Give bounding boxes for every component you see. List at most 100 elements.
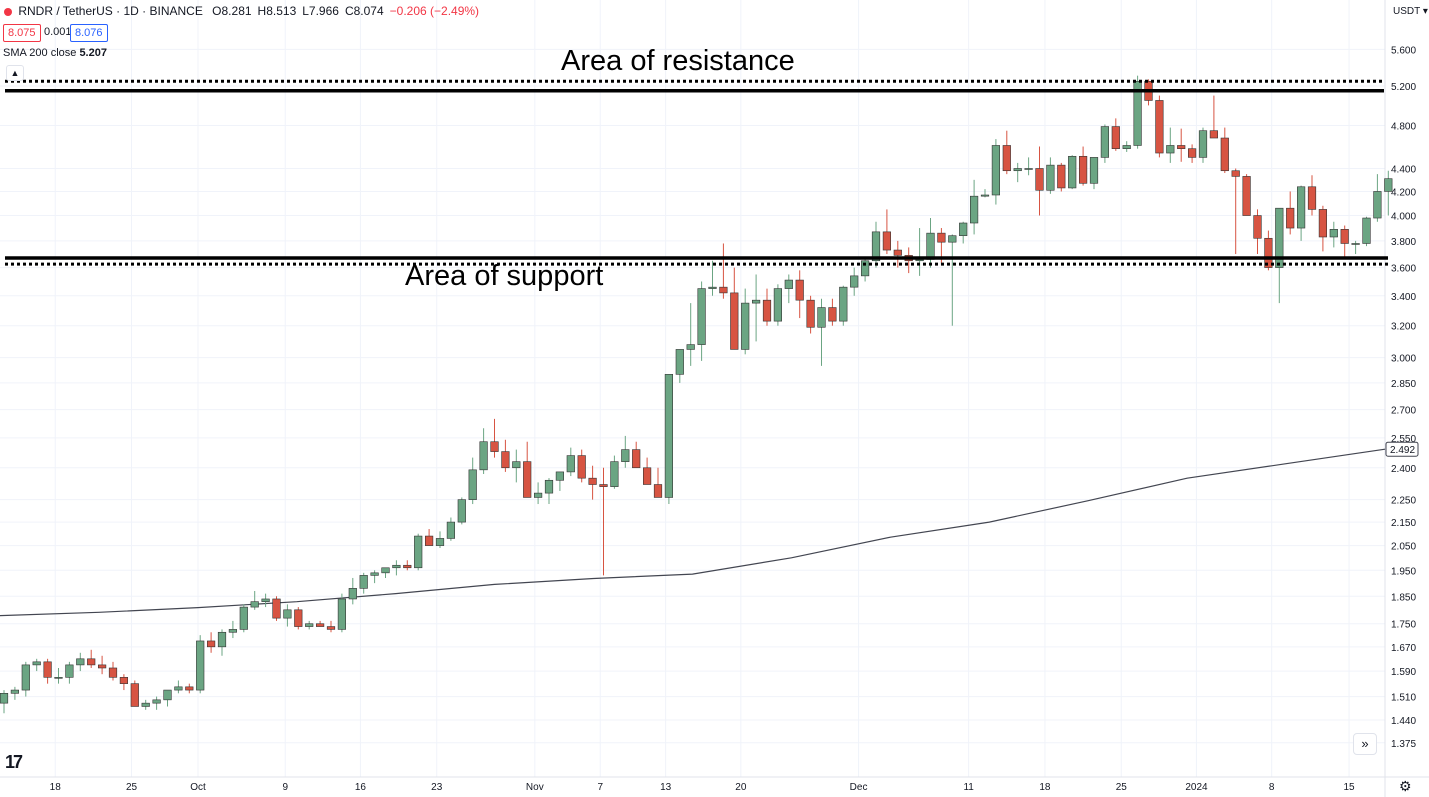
candle-body <box>1013 168 1022 172</box>
y-tick-label: 5.600 <box>1391 45 1416 56</box>
candle-body <box>1362 217 1371 244</box>
candle-body <box>1340 229 1349 244</box>
candle-body <box>1242 176 1251 216</box>
candle-body <box>860 260 870 277</box>
candle-body <box>392 564 401 569</box>
candle-body <box>566 455 575 473</box>
candle-body <box>315 623 325 627</box>
y-tick-label: 3.800 <box>1391 237 1416 248</box>
candle-body <box>141 702 150 707</box>
candle-body <box>784 279 793 289</box>
y-tick-label: 4.200 <box>1391 187 1416 198</box>
candle-body <box>621 449 630 462</box>
candle-body <box>817 307 826 328</box>
candle-body <box>937 232 946 243</box>
y-tick-label: 1.440 <box>1391 716 1416 727</box>
candle-body <box>130 683 139 707</box>
candle-body <box>217 631 227 648</box>
candle-body <box>762 299 772 322</box>
candle-body <box>1198 130 1208 158</box>
candle-body <box>1275 207 1284 268</box>
candle-body <box>653 484 663 498</box>
candle-body <box>1166 145 1175 154</box>
candle-body <box>435 538 445 546</box>
candle-body <box>414 535 423 569</box>
candle-body <box>991 145 1000 196</box>
candle-body <box>751 299 761 304</box>
price-axis[interactable]: 5.600 5.200 4.800 4.400 4.200 4.000 3.800 3.600… <box>1385 45 1419 750</box>
candle-body <box>305 623 314 627</box>
tradingview-logo[interactable]: 17 <box>5 752 23 772</box>
x-tick-label: 8 <box>1269 782 1275 793</box>
candle-body <box>1307 186 1317 210</box>
y-tick-label: 4.800 <box>1391 122 1416 133</box>
candle-body <box>577 455 586 479</box>
candle-body <box>424 535 434 546</box>
buy-button[interactable]: 8.076 <box>70 24 108 42</box>
candle-body <box>1329 229 1338 238</box>
candle-body <box>1384 178 1393 192</box>
indicator-legend[interactable]: SMA 200 close 5.207 <box>3 47 107 59</box>
time-axis[interactable]: 18 25 Oct 9 16 23 Nov 7 13 20 Dec 11 18 25 2024 8 15 <box>50 782 1355 793</box>
candle-body <box>1046 164 1055 191</box>
gear-icon[interactable]: ⚙ <box>1399 778 1412 794</box>
candle-body <box>555 471 564 481</box>
candle-body <box>795 279 804 301</box>
y-tick-label: 2.700 <box>1391 406 1416 417</box>
candle-body <box>588 477 597 485</box>
candle-body <box>87 658 96 666</box>
candle-body <box>1133 80 1142 146</box>
candle-body <box>544 479 554 494</box>
indicator-value: 5.207 <box>79 47 107 59</box>
candle-body <box>98 664 107 669</box>
high-value: H8.513 <box>257 4 297 18</box>
double-chevron-right-icon[interactable]: » <box>1353 733 1377 755</box>
y-tick-label: 2.250 <box>1391 496 1416 507</box>
y-tick-label: 4.000 <box>1391 212 1416 223</box>
sell-button[interactable]: 8.075 <box>3 24 41 42</box>
x-tick-label: 25 <box>1116 782 1128 793</box>
x-tick-label: 9 <box>282 782 288 793</box>
candle-body <box>381 567 390 574</box>
x-tick-label: 20 <box>735 782 747 793</box>
x-tick-label: 11 <box>963 782 974 793</box>
candle-body <box>523 461 532 498</box>
candle-body <box>65 664 74 678</box>
support-resistance-lines <box>5 79 1388 266</box>
candle-body <box>1122 145 1131 149</box>
sma-200-path <box>0 448 1386 617</box>
y-tick-label: 2.400 <box>1391 464 1416 475</box>
candle-body <box>272 598 281 619</box>
symbol-title[interactable]: RNDR / TetherUS · 1D · BINANCE <box>18 4 203 18</box>
x-tick-label: 16 <box>355 782 367 793</box>
spread-value: 0.001 <box>44 26 72 38</box>
candle-body <box>708 286 717 289</box>
currency-selector[interactable]: USDT ▾ <box>1393 6 1428 17</box>
candle-body <box>1068 155 1077 189</box>
candle-body <box>1089 157 1099 184</box>
candle-body <box>490 441 499 452</box>
close-value: C8.074 <box>344 4 384 18</box>
candle-body <box>1373 191 1382 219</box>
x-tick-label: Nov <box>526 782 544 793</box>
low-value: L7.966 <box>302 4 339 18</box>
x-tick-label: 18 <box>1039 782 1051 793</box>
candle-body <box>152 699 161 704</box>
candle-body <box>185 686 194 691</box>
candle-body <box>337 598 347 630</box>
candle-body <box>1024 168 1033 170</box>
candle-body <box>207 640 216 648</box>
candle-body <box>501 451 510 469</box>
x-tick-label: Dec <box>850 782 868 793</box>
candle-body <box>283 609 292 619</box>
y-tick-label: 1.750 <box>1391 620 1416 631</box>
candle-body <box>108 667 118 678</box>
chevron-up-icon[interactable]: ▲ <box>6 65 24 81</box>
y-tick-label: 3.200 <box>1391 322 1416 333</box>
x-tick-label: 18 <box>50 782 62 793</box>
x-tick-label: 2024 <box>1185 782 1208 793</box>
candle-body <box>239 606 248 630</box>
candle-body <box>294 609 303 627</box>
x-tick-label: 15 <box>1343 782 1355 793</box>
